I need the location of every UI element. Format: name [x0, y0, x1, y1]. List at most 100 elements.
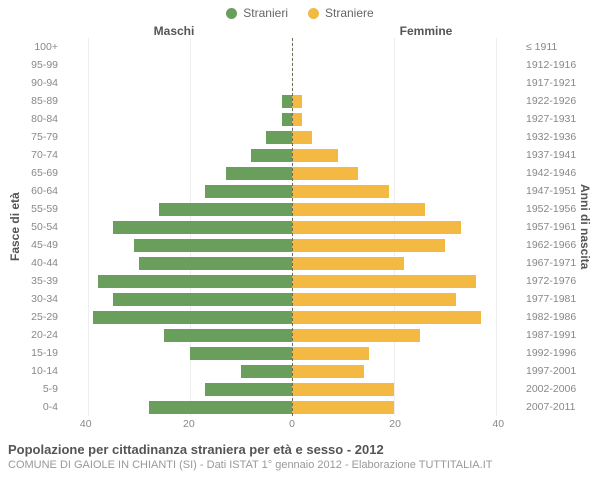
y-axis-title-right: Anni di nascita	[576, 38, 594, 416]
x-tick: 40	[492, 418, 504, 430]
bar-male	[149, 401, 292, 414]
bar-male	[93, 311, 292, 324]
bar-male	[205, 383, 292, 396]
bar-male	[282, 113, 292, 126]
year-label: 1917-1921	[526, 74, 576, 92]
age-label: 25-29	[24, 308, 58, 326]
x-tick: 0	[289, 418, 295, 430]
age-label: 35-39	[24, 272, 58, 290]
x-tick: 20	[183, 418, 195, 430]
age-label: 20-24	[24, 326, 58, 344]
year-label: 1987-1991	[526, 326, 576, 344]
x-axis: 40 20 0 20 40	[0, 416, 600, 436]
bar-female	[292, 239, 445, 252]
age-label: 55-59	[24, 200, 58, 218]
bar-male	[113, 293, 292, 306]
year-label: 1982-1986	[526, 308, 576, 326]
year-label: 1942-1946	[526, 164, 576, 182]
year-label: 1957-1961	[526, 218, 576, 236]
bar-female	[292, 95, 302, 108]
legend-swatch-male	[226, 8, 237, 19]
bar-female	[292, 149, 338, 162]
footer: Popolazione per cittadinanza straniera p…	[0, 436, 600, 471]
bar-male	[134, 239, 292, 252]
age-label: 0-4	[24, 398, 58, 416]
age-label: 80-84	[24, 110, 58, 128]
bar-male	[226, 167, 292, 180]
bar-male	[241, 365, 292, 378]
age-labels: 100+95-9990-9485-8980-8475-7970-7465-696…	[24, 38, 62, 416]
bar-male	[139, 257, 292, 270]
age-label: 85-89	[24, 92, 58, 110]
pyramid-plot	[62, 38, 522, 416]
year-label: 1937-1941	[526, 146, 576, 164]
year-label: 1962-1966	[526, 236, 576, 254]
year-label: 1992-1996	[526, 344, 576, 362]
year-label: 2002-2006	[526, 380, 576, 398]
age-label: 75-79	[24, 128, 58, 146]
year-label: 1977-1981	[526, 290, 576, 308]
legend-swatch-female	[308, 8, 319, 19]
year-label: 1932-1936	[526, 128, 576, 146]
legend-label-male: Stranieri	[243, 6, 288, 20]
x-tick: 20	[389, 418, 401, 430]
year-label: ≤ 1911	[526, 38, 576, 56]
header-femmine: Femmine	[300, 24, 552, 38]
age-label: 30-34	[24, 290, 58, 308]
legend-item-female: Straniere	[308, 6, 374, 20]
bar-female	[292, 113, 302, 126]
column-headers: Maschi Femmine	[0, 20, 600, 38]
year-label: 1947-1951	[526, 182, 576, 200]
bar-female	[292, 131, 312, 144]
x-tick: 40	[80, 418, 92, 430]
bar-male	[282, 95, 292, 108]
bar-male	[190, 347, 292, 360]
bar-male	[113, 221, 292, 234]
year-label: 1927-1931	[526, 110, 576, 128]
footer-title: Popolazione per cittadinanza straniera p…	[8, 442, 592, 457]
year-label: 2007-2011	[526, 398, 576, 416]
x-ticks: 40 20 0 20 40	[60, 416, 524, 436]
year-label: 1997-2001	[526, 362, 576, 380]
legend-item-male: Stranieri	[226, 6, 288, 20]
age-label: 10-14	[24, 362, 58, 380]
age-label: 90-94	[24, 74, 58, 92]
age-label: 95-99	[24, 56, 58, 74]
footer-subtitle: COMUNE DI GAIOLE IN CHIANTI (SI) - Dati …	[8, 457, 592, 471]
bar-female	[292, 203, 425, 216]
bar-female	[292, 383, 394, 396]
age-label: 65-69	[24, 164, 58, 182]
bar-male	[266, 131, 292, 144]
year-label: 1972-1976	[526, 272, 576, 290]
bar-female	[292, 311, 481, 324]
bar-female	[292, 329, 420, 342]
bar-female	[292, 185, 389, 198]
legend: Stranieri Straniere	[0, 0, 600, 20]
bar-male	[164, 329, 292, 342]
year-labels: ≤ 19111912-19161917-19211922-19261927-19…	[522, 38, 576, 416]
bar-female	[292, 167, 358, 180]
legend-label-female: Straniere	[325, 6, 374, 20]
bar-male	[205, 185, 292, 198]
bar-male	[98, 275, 292, 288]
bar-female	[292, 401, 394, 414]
age-label: 40-44	[24, 254, 58, 272]
bar-female	[292, 347, 369, 360]
age-label: 70-74	[24, 146, 58, 164]
age-label: 15-19	[24, 344, 58, 362]
age-label: 60-64	[24, 182, 58, 200]
bar-female	[292, 221, 461, 234]
bar-female	[292, 275, 476, 288]
year-label: 1967-1971	[526, 254, 576, 272]
y-axis-title-left: Fasce di età	[6, 38, 24, 416]
age-label: 45-49	[24, 236, 58, 254]
center-dash-line	[292, 38, 293, 416]
year-label: 1922-1926	[526, 92, 576, 110]
year-label: 1912-1916	[526, 56, 576, 74]
bar-male	[251, 149, 292, 162]
bar-female	[292, 365, 364, 378]
age-label: 50-54	[24, 218, 58, 236]
bar-female	[292, 293, 456, 306]
age-label: 100+	[24, 38, 58, 56]
age-label: 5-9	[24, 380, 58, 398]
